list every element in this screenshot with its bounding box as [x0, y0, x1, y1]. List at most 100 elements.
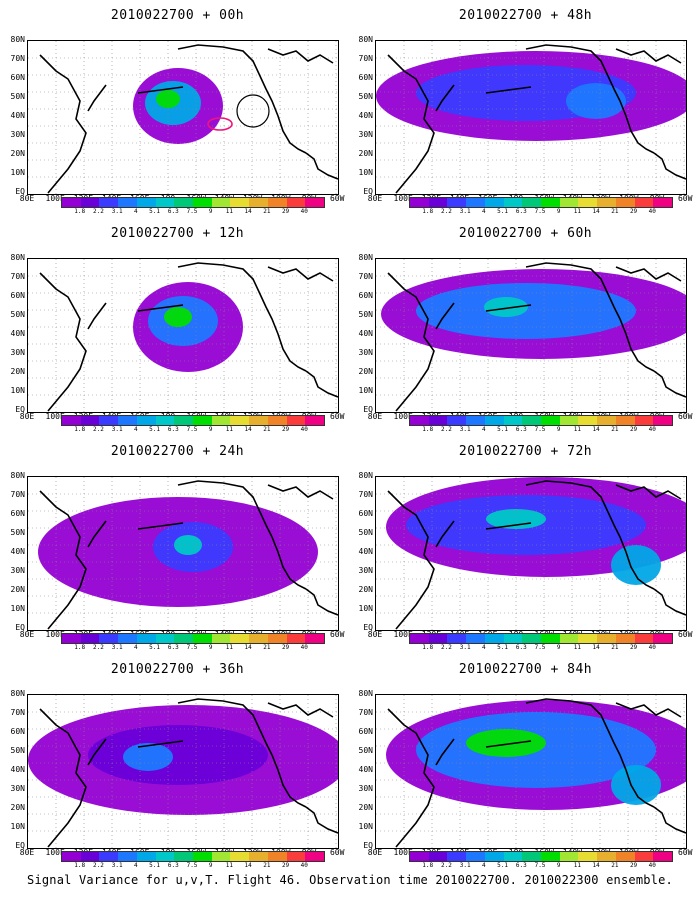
lat-label: 30N [10, 348, 25, 357]
colorbar-swatch [305, 852, 325, 861]
colorbar-label: 9 [208, 644, 213, 651]
colorbar-label: 4 [482, 644, 486, 651]
lat-label: 80N [358, 253, 373, 262]
map-area [375, 40, 687, 195]
lat-label: 30N [358, 566, 373, 575]
lat-label: 50N [10, 310, 25, 319]
panel-title: 2010022700 + 60h [458, 226, 593, 241]
lat-label: 70N [10, 54, 25, 63]
colorbar-swatch [211, 416, 231, 425]
colorbar-swatch [211, 634, 231, 643]
colorbar-swatch [286, 416, 306, 425]
colorbar-label: 3.1 [459, 208, 471, 215]
colorbar-labels: 1.8 2.2 3.1 4 5.1 6.3 7.5 9 11 14 21 29 40 [409, 862, 671, 870]
lat-label: 10N [10, 822, 25, 831]
colorbar-swatch [466, 852, 485, 861]
colorbar-label: 5.1 [149, 208, 160, 215]
colorbar-swatch [118, 634, 137, 643]
colorbar-swatch [559, 634, 579, 643]
colorbar-swatch [80, 416, 100, 425]
colorbar-swatch [286, 852, 306, 861]
coastline [615, 484, 682, 500]
colorbar-label: 1.8 [74, 208, 86, 215]
colorbar-swatch [428, 198, 448, 207]
coastline [137, 86, 184, 94]
colorbar-label: 2.2 [441, 208, 452, 215]
colorbar-swatch [193, 416, 212, 425]
colorbar-swatch [634, 198, 654, 207]
colorbar-swatch [136, 634, 156, 643]
colorbar-swatch [174, 198, 194, 207]
panel-title: 2010022700 + 48h [458, 8, 593, 23]
lon-label: 100E [393, 412, 413, 421]
colorbar-label: 7.5 [534, 426, 546, 433]
lon-label: 80E [367, 412, 383, 421]
lon-label: 100E [45, 412, 65, 421]
colorbar-label: 11 [573, 426, 582, 433]
colorbar-label: 4 [134, 644, 138, 651]
map-area [27, 258, 339, 413]
colorbar-label: 3.1 [459, 862, 471, 869]
colorbar-label: 40 [648, 208, 656, 215]
colorbar [409, 197, 673, 208]
lat-label: 10N [358, 822, 373, 831]
colorbar-label: 3.1 [111, 862, 123, 869]
colorbar-swatch [615, 852, 635, 861]
coastline [177, 44, 307, 154]
colorbar-swatch [503, 198, 523, 207]
coastline [387, 54, 435, 194]
colorbar-swatch [484, 634, 504, 643]
colorbar-swatch [62, 852, 81, 861]
lat-label: 20N [10, 149, 25, 158]
colorbar-label: 29 [629, 208, 638, 215]
map-svg [28, 41, 338, 194]
colorbar-swatch [230, 416, 250, 425]
colorbar-swatch [597, 634, 616, 643]
map-svg [376, 259, 686, 412]
coastline [267, 702, 334, 718]
colorbar-label: 40 [300, 426, 308, 433]
colorbar-label: 6.3 [167, 208, 179, 215]
lon-label: 80E [19, 412, 35, 421]
colorbar-label: 2.2 [93, 426, 104, 433]
coastline [485, 86, 532, 94]
colorbar-label: 6.3 [515, 426, 527, 433]
colorbar-swatch [559, 198, 579, 207]
colorbar-label: 9 [208, 426, 213, 433]
colorbar-swatch [597, 852, 616, 861]
map-panel: 2010022700 + 36h 80N 70N 60N 50N 40N 30N 20N 10N… [5, 654, 350, 872]
coastline [305, 588, 338, 616]
coastline [435, 84, 455, 112]
lat-label: EQ [363, 841, 373, 850]
lat-label: 50N [358, 310, 373, 319]
lat-label: 20N [358, 803, 373, 812]
map-panel: 2010022700 + 00h 80N 70N 60N 50N 40N 30N 20N 10N… [5, 0, 350, 218]
lat-label: 10N [10, 604, 25, 613]
colorbar-label: 6.3 [515, 644, 527, 651]
colorbar-swatch [615, 634, 635, 643]
coastline [615, 702, 682, 718]
colorbar-label: 14 [244, 644, 252, 651]
flight-track [207, 117, 233, 131]
colorbar-label: 5.1 [497, 862, 508, 869]
colorbar-swatch [522, 198, 542, 207]
colorbar-swatch [62, 198, 81, 207]
colorbar-label: 40 [300, 208, 308, 215]
colorbar-label: 7.5 [186, 862, 198, 869]
map-area [27, 694, 339, 849]
lon-label: 60W [329, 848, 345, 857]
lon-label: 100E [393, 630, 413, 639]
coastline [137, 304, 184, 312]
figure-caption: Signal Variance for u,v,T. Flight 46. Ob… [27, 873, 673, 887]
colorbar-label: 29 [281, 862, 290, 869]
lat-label: 80N [10, 253, 25, 262]
variance-contour [484, 297, 528, 317]
variance-contour [466, 729, 546, 757]
colorbar-swatch [541, 852, 560, 861]
colorbar-label: 29 [629, 644, 638, 651]
colorbar-label: 21 [611, 208, 619, 215]
colorbar-labels: 1.8 2.2 3.1 4 5.1 6.3 7.5 9 11 14 21 29 40 [61, 208, 323, 216]
colorbar-label: 5.1 [149, 862, 160, 869]
coastline [525, 698, 655, 808]
colorbar-swatch [428, 852, 448, 861]
